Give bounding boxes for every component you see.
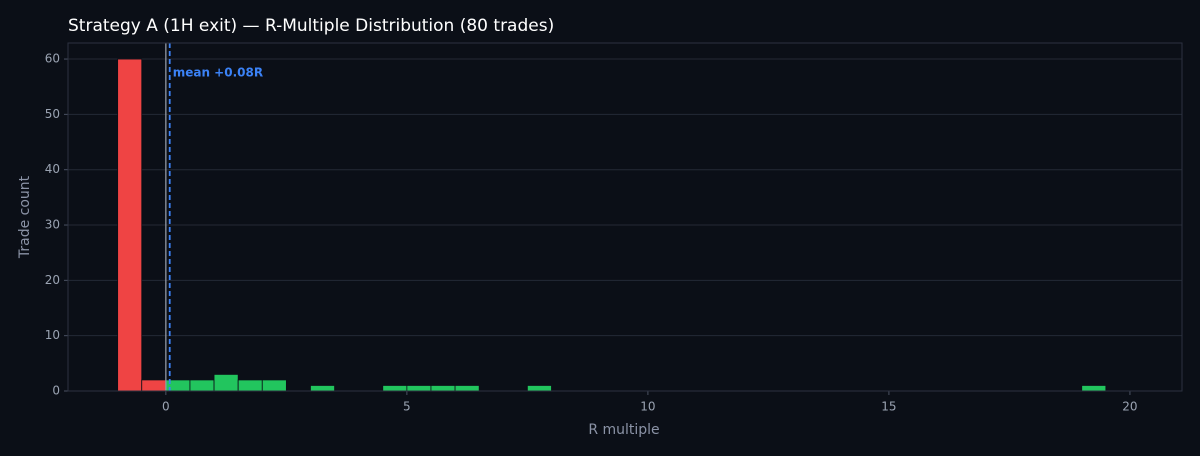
bar xyxy=(261,379,287,392)
bar xyxy=(310,385,335,392)
x-tick-label: 20 xyxy=(1122,400,1137,414)
y-tick-label: 40 xyxy=(45,162,60,176)
y-tick-label: 20 xyxy=(45,273,60,287)
y-tick-label: 10 xyxy=(45,328,60,342)
bar xyxy=(237,379,263,392)
bar xyxy=(406,385,432,392)
mean-label: mean +0.08R xyxy=(173,66,263,80)
x-tick-label: 0 xyxy=(162,400,170,414)
bar xyxy=(213,374,239,392)
x-axis-label: R multiple xyxy=(588,422,659,438)
x-tick-label: 10 xyxy=(640,400,655,414)
y-axis-label: Trade count xyxy=(17,175,33,259)
x-tick-label: 5 xyxy=(403,400,411,414)
y-tick-label: 0 xyxy=(52,384,60,398)
y-tick-label: 50 xyxy=(45,107,60,121)
chart-title: Strategy A (1H exit) — R-Multiple Distri… xyxy=(68,16,554,36)
plot-frame xyxy=(67,42,1183,392)
y-tick-label: 60 xyxy=(45,52,60,66)
bar xyxy=(141,379,167,392)
x-tick-label: 15 xyxy=(881,400,896,414)
y-tick-label: 30 xyxy=(45,218,60,232)
bar xyxy=(117,58,143,392)
bar xyxy=(189,379,215,392)
bar xyxy=(1081,385,1107,392)
bar xyxy=(526,385,552,392)
bar xyxy=(430,385,456,392)
bar xyxy=(382,385,408,392)
bar xyxy=(454,385,480,392)
